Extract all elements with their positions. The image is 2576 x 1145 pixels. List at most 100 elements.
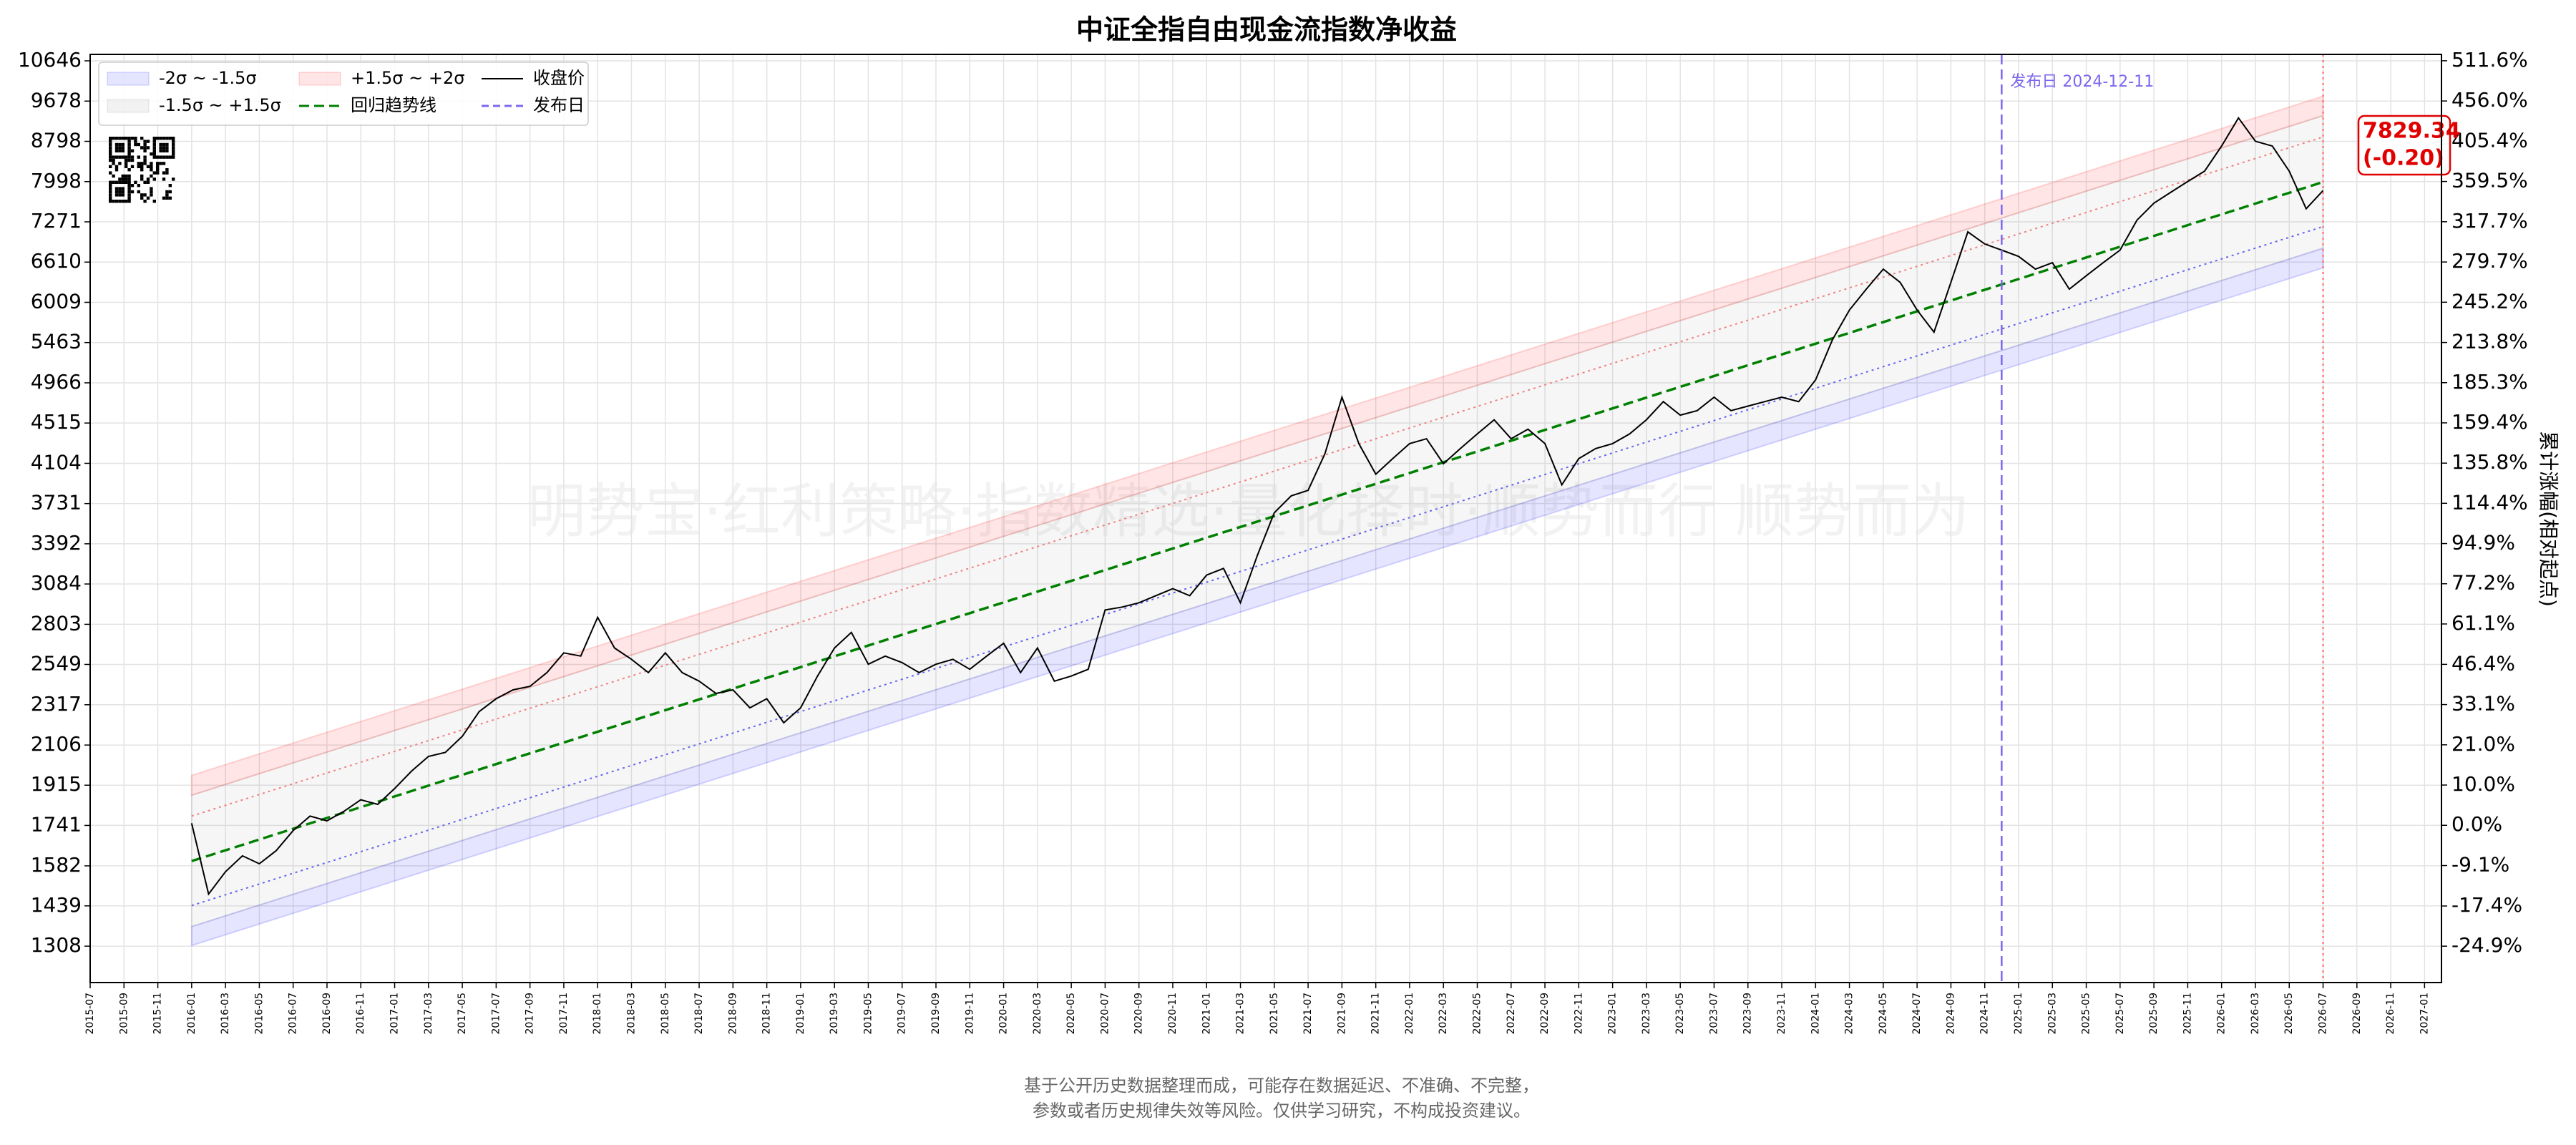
qr-cell	[143, 149, 147, 152]
qr-cell	[121, 137, 125, 140]
x-tick-label: 2022-01	[1404, 993, 1415, 1035]
qr-cell	[165, 196, 169, 200]
qr-cell	[127, 190, 131, 194]
y2-tick-label: 94.9%	[2451, 531, 2515, 555]
y-tick-label: 1741	[31, 812, 82, 836]
qr-cell	[118, 190, 122, 194]
qr-cell	[165, 142, 169, 147]
qr-cell	[152, 140, 156, 143]
qr-cell	[112, 200, 115, 203]
x-tick-label: 2026-01	[2216, 993, 2228, 1035]
y-tick-label: 3392	[31, 531, 82, 555]
qr-cell	[146, 146, 150, 150]
qr-cell	[159, 137, 162, 140]
qr-cell	[143, 162, 147, 165]
qr-cell	[143, 158, 147, 162]
y2-tick-label: 114.4%	[2451, 490, 2528, 514]
qr-cell	[114, 187, 119, 190]
y-tick-label: 1582	[31, 853, 82, 877]
qr-cell	[121, 149, 125, 152]
qr-cell	[172, 146, 175, 150]
x-tick-label: 2026-05	[2283, 993, 2295, 1035]
qr-cell	[125, 177, 128, 181]
qr-cell	[159, 149, 162, 152]
x-tick-label: 2022-09	[1539, 993, 1551, 1035]
qr-cell	[127, 168, 131, 172]
y-tick-label: 7271	[31, 209, 82, 233]
qr-cell	[134, 180, 137, 184]
qr-cell	[156, 162, 160, 165]
qr-cell	[127, 174, 131, 178]
y-tick-label: 2106	[31, 732, 82, 756]
qr-cell	[150, 162, 153, 165]
qr-cell	[172, 155, 175, 159]
qr-cell	[140, 137, 144, 140]
qr-cell	[134, 137, 137, 140]
qr-cell	[127, 180, 131, 184]
qr-cell	[162, 162, 166, 165]
y2-tick-label: -9.1%	[2451, 853, 2509, 877]
x-tick-label: 2016-07	[288, 993, 299, 1035]
x-tick-label: 2019-03	[829, 993, 840, 1035]
qr-cell	[137, 162, 140, 165]
qr-cell	[109, 184, 112, 187]
qr-cell	[112, 174, 115, 178]
qr-cell	[159, 162, 162, 165]
x-tick-label: 2018-09	[727, 993, 738, 1035]
qr-cell	[112, 180, 115, 184]
x-tick-label: 2020-05	[1065, 993, 1077, 1035]
qr-cell	[165, 193, 169, 197]
qr-cell	[152, 152, 156, 156]
x-tick-label: 2025-07	[2114, 993, 2126, 1035]
x-tick-label: 2025-11	[2182, 993, 2193, 1035]
y-tick-label: 2803	[31, 611, 82, 635]
qr-cell	[152, 177, 156, 181]
qr-cell	[127, 177, 131, 181]
y2-tick-label: 245.2%	[2451, 289, 2528, 313]
x-tick-label: 2024-11	[1979, 993, 1991, 1035]
qr-cell	[109, 200, 112, 203]
y-tick-label: 5463	[31, 330, 82, 354]
qr-cell	[127, 140, 131, 143]
y2-axis-title: 累计涨幅(相对起点)	[2537, 431, 2560, 607]
y2-tick-label: 10.0%	[2451, 772, 2515, 796]
qr-cell	[121, 146, 125, 150]
x-tick-label: 2020-11	[1167, 993, 1179, 1035]
qr-cell	[121, 190, 125, 194]
y2-tick-label: 359.5%	[2451, 169, 2528, 193]
qr-cell	[156, 137, 160, 140]
qr-cell	[162, 177, 166, 181]
y2-tick-label: 159.4%	[2451, 410, 2528, 434]
x-tick-label: 2020-03	[1032, 993, 1043, 1035]
y2-tick-label: 33.1%	[2451, 692, 2515, 716]
x-tick-label: 2022-03	[1438, 993, 1449, 1035]
qr-cell	[121, 187, 125, 190]
x-tick-label: 2026-09	[2351, 993, 2363, 1035]
qr-cell	[152, 200, 156, 203]
qr-cell	[127, 158, 131, 162]
qr-cell	[143, 200, 147, 203]
qr-cell	[114, 190, 119, 194]
qr-cell	[130, 149, 135, 152]
qr-cell	[140, 162, 144, 165]
qr-cell	[140, 177, 144, 181]
x-tick-label: 2018-03	[625, 993, 637, 1035]
y-tick-label: 10646	[18, 48, 82, 72]
qr-cell	[137, 142, 140, 147]
x-tick-label: 2024-05	[1878, 993, 1889, 1035]
qr-cell	[127, 155, 131, 159]
qr-cell	[156, 171, 160, 175]
qr-cell	[127, 184, 131, 187]
trend-line	[191, 180, 2324, 862]
qr-cell	[109, 187, 112, 190]
x-tick-label: 2022-05	[1472, 993, 1483, 1035]
x-tick-label: 2024-01	[1810, 993, 1821, 1035]
qr-cell	[118, 180, 122, 184]
qr-cell	[114, 137, 119, 140]
qr-cell	[118, 137, 122, 140]
qr-cell	[146, 177, 150, 181]
qr-cell	[146, 196, 150, 200]
y2-tick-label: 0.0%	[2451, 812, 2502, 836]
qr-cell	[165, 155, 169, 159]
qr-cell	[146, 165, 150, 168]
